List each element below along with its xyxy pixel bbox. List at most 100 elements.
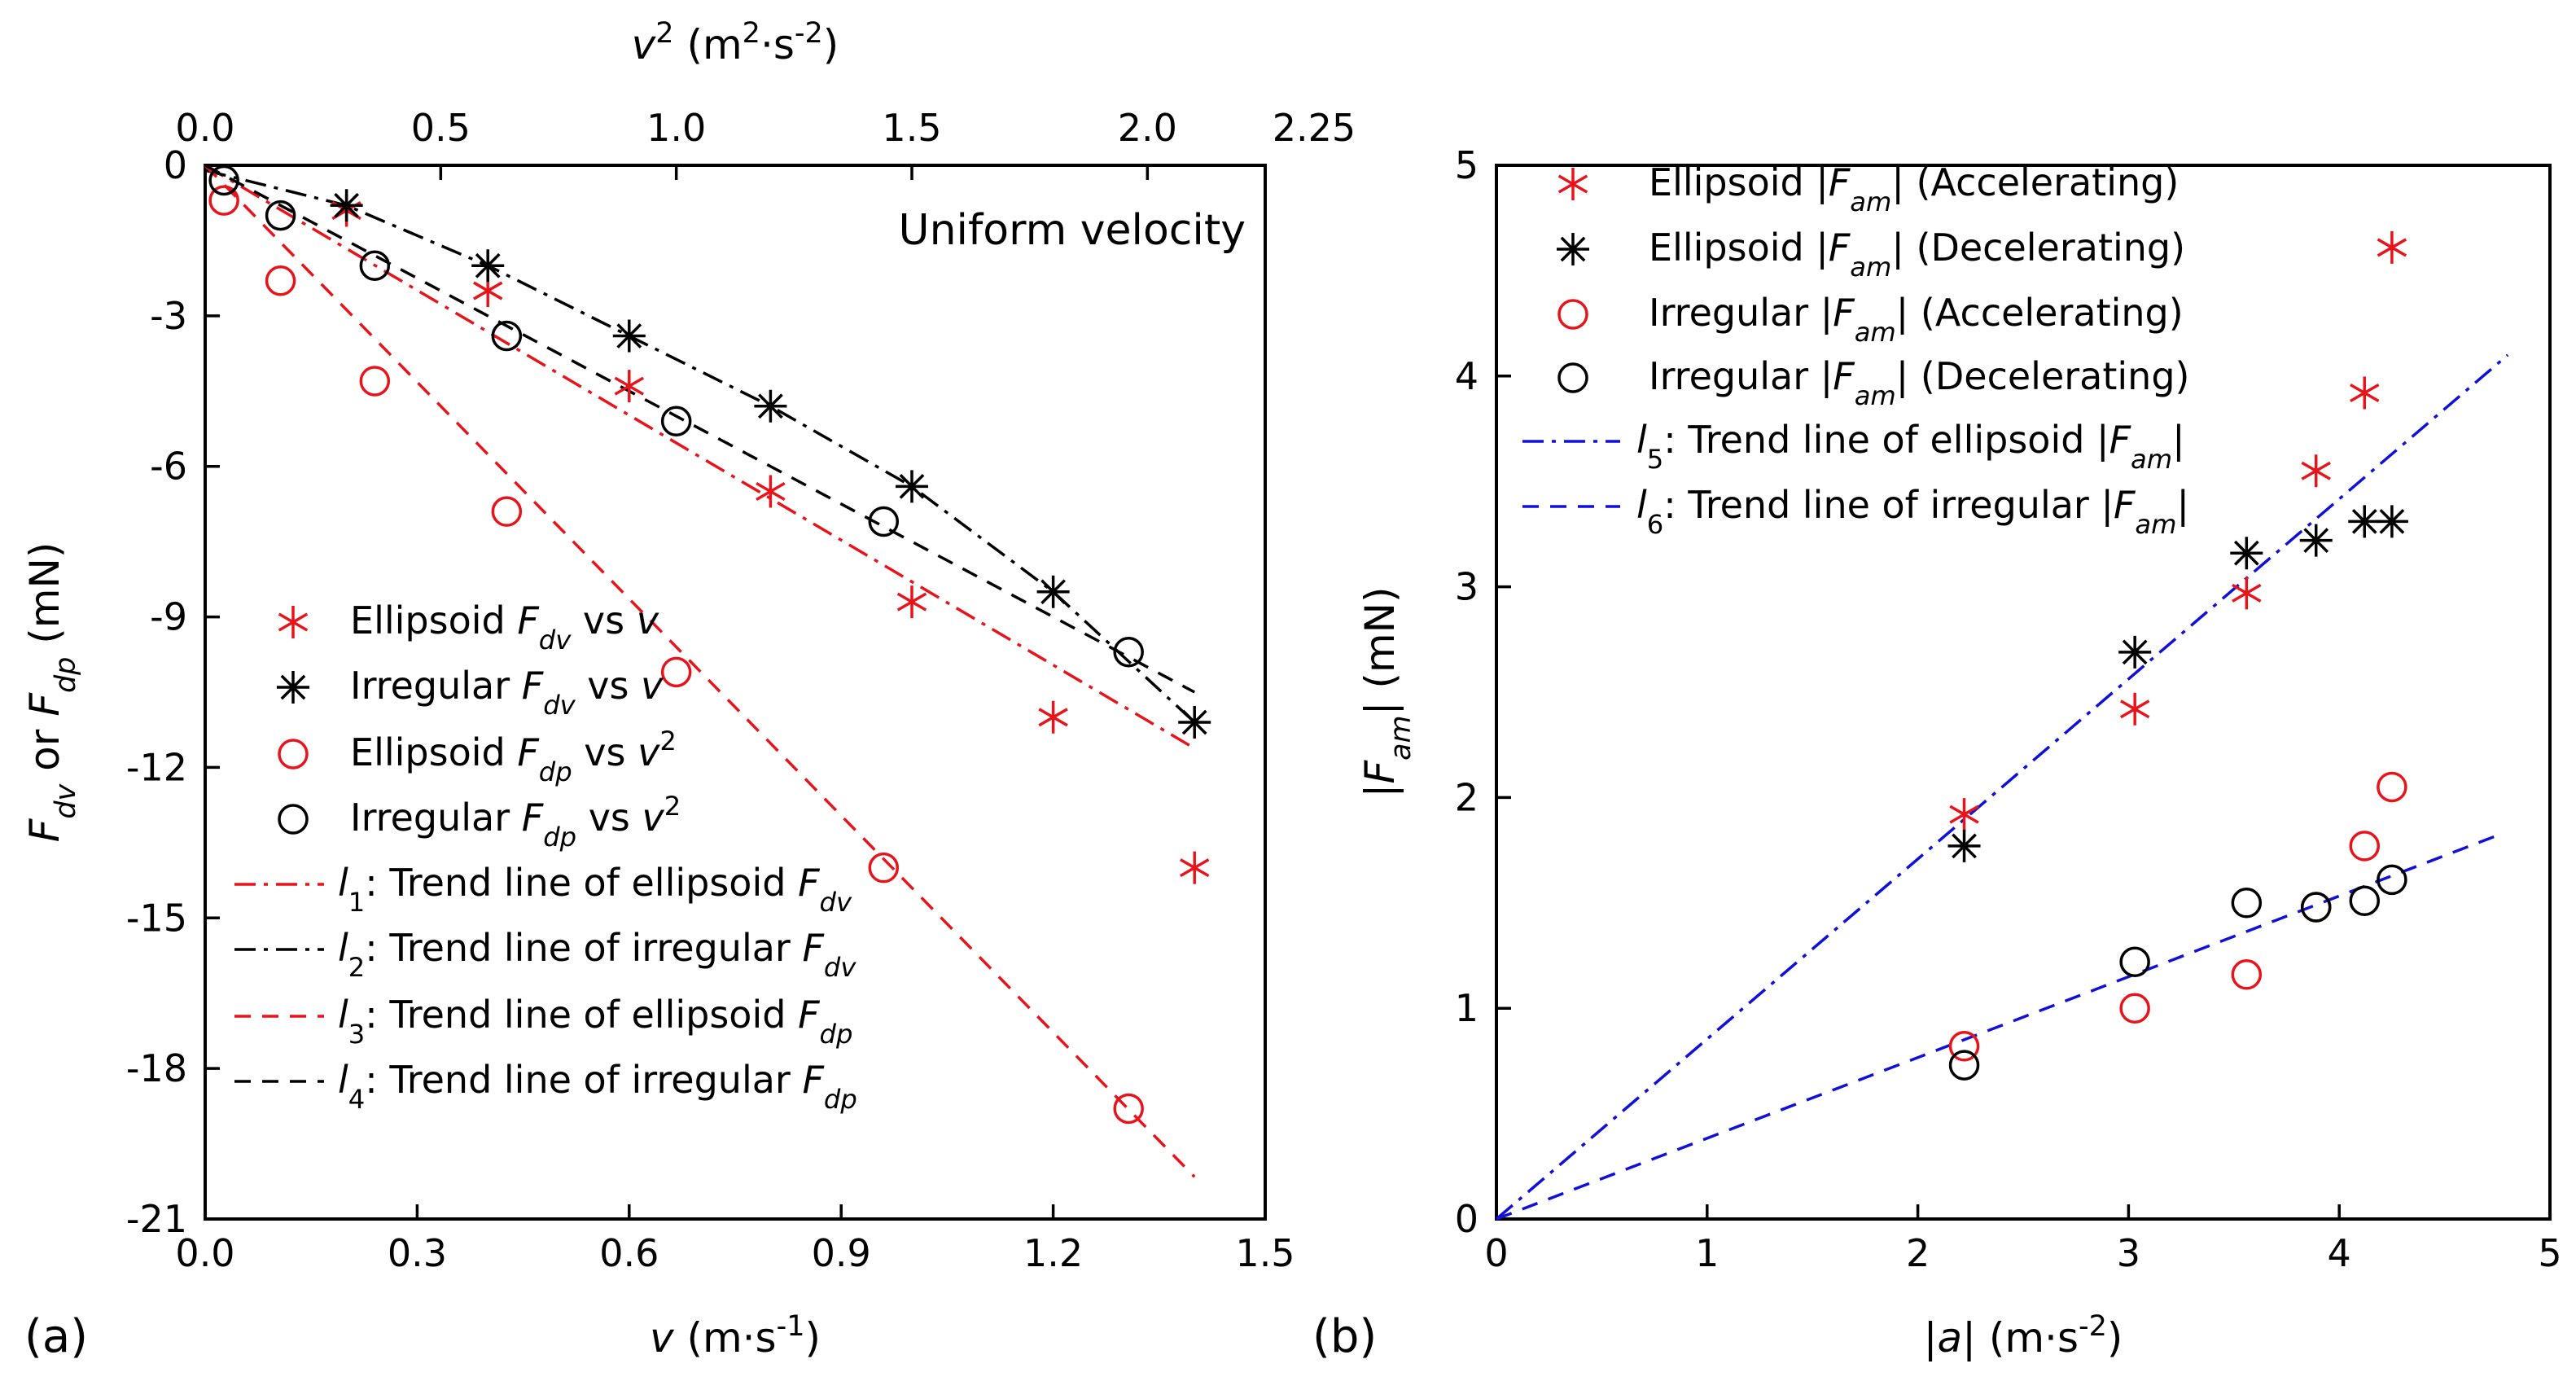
text-part: 1.5 [882,106,941,150]
y-tick-label-a: -21 [126,1197,187,1241]
text-part: F [21,692,68,717]
text-part: | (Decelerating) [1896,354,2190,399]
x-tick-label-b: 5 [2538,1231,2561,1275]
y-tick-label-b: 3 [1455,565,1479,609]
text-part: am [1855,317,1896,348]
text-part: F [1829,160,1851,204]
text-part: (b) [1312,1310,1377,1363]
x2-tick-label-a: 2.25 [1273,106,1356,150]
annotation-uniform-velocity: Uniform velocity [899,206,1246,255]
text-part: dp [50,657,82,693]
text-part: Ellipsoid [350,730,517,774]
data-point-a-series3 [359,366,391,397]
legend-entry-a-4: Irregular Fdp vs v2 [350,791,681,853]
text-part: | [1356,701,1404,715]
text-part: 1.5 [1235,1231,1295,1275]
text-part: vs [572,730,637,774]
data-point-b-series2 [2375,505,2408,538]
text-part: l [338,993,348,1037]
text-part: 1 [1695,1231,1719,1275]
text-part: 2 [743,17,760,50]
text-part: F [517,599,539,642]
text-part: v [650,1314,675,1361]
x-tick-label-b: 1 [1695,1231,1719,1275]
x-tick-label-a: 0.3 [388,1231,447,1275]
text-part: Uniform velocity [899,206,1246,255]
text-part: 1 [348,887,365,918]
text-part: 0 [1455,1197,1479,1241]
text-part: | [2177,483,2190,528]
y-tick-label-b: 1 [1455,986,1479,1030]
text-part: 1.2 [1023,1231,1083,1275]
text-part: : Trend line of ellipsoid [365,993,798,1037]
text-part: l [338,1058,348,1102]
text-part: ) [2107,1314,2123,1361]
text-part: : Trend line of irregular [365,926,802,970]
data-point-b-series2 [2299,524,2333,557]
data-point-b-series1 [2301,454,2331,488]
text-part: dp [820,1019,853,1050]
text-part: 0 [1484,1231,1508,1275]
data-point-b-series2 [1947,829,1981,862]
text-part: 4 [348,1084,365,1115]
text-part: 0.0 [175,106,234,150]
data-point-b-series4 [2300,892,2332,923]
data-point-a-series3 [491,496,523,527]
legend-entry-a-3: Ellipsoid Fdp vs v2 [350,726,677,787]
text-part: 6 [1647,509,1663,540]
text-part: v [637,730,660,774]
text-part: 2 [664,791,681,822]
text-part: 2 [348,952,365,983]
y-axis-title-a: Fdv or Fdp (mN) [21,542,82,843]
text-part: Irregular | [1649,354,1833,399]
text-part: F [522,664,544,708]
text-part: | (Accelerating) [1896,291,2184,335]
text-part: dv [824,952,856,983]
text-part: | (Accelerating) [1891,160,2179,205]
text-part: F [21,818,68,842]
data-point-a-series3 [660,656,692,688]
text-part: 3 [348,1019,365,1050]
legend-marker-b-2 [1557,233,1589,265]
text-part: 2.25 [1273,106,1356,150]
text-part: F [517,730,539,774]
text-part: 0 [164,143,187,187]
y-tick-label-a: -9 [150,595,187,639]
x2-tick-label-a: 1.0 [646,106,706,150]
trend-line-l5 [1495,353,2509,1221]
data-point-b-series1 [2232,577,2262,610]
data-point-a-series4 [1113,636,1144,668]
legend-entry-l5: l5: Trend line of ellipsoid |Fam| [1636,418,2185,475]
text-part: : Trend line of ellipsoid [365,861,798,905]
text-part: F [802,1058,824,1102]
data-point-b-series4 [2349,885,2381,916]
text-part: 5 [1455,143,1479,187]
data-point-b-series3 [2231,959,2263,990]
text-part: F [522,796,544,840]
data-point-a-series2 [330,189,363,222]
trend-line-l6 [1496,834,2498,1221]
text-part: dv [50,783,82,818]
data-point-b-series1 [2119,692,2150,726]
text-part: : Trend line of ellipsoid | [1663,418,2109,463]
data-point-b-series1 [2350,376,2380,410]
legend-marker-a-2 [277,671,309,704]
text-part: am [1385,715,1417,761]
legend-entry-b-2: Ellipsoid |Fam| (Decelerating) [1649,226,2185,283]
text-part: l [1636,483,1647,527]
text-part: F [1356,760,1404,784]
text-part: Ellipsoid [350,599,517,642]
x-tick-label-a: 1.5 [1235,1231,1295,1275]
y-tick-label-a: -12 [126,745,187,789]
text-part: -9 [150,595,187,639]
data-point-b-series2 [2118,635,2152,669]
text-part: Irregular | [1649,291,1833,335]
text-part: -6 [150,445,187,489]
x-tick-label-a: 1.2 [1023,1231,1083,1275]
text-part: 2 [1906,1231,1930,1275]
data-point-a-series4 [208,164,239,196]
plot-frame-b [1495,164,2552,1221]
text-part: F [798,993,820,1037]
legend-marker-b-3 [1557,299,1588,330]
